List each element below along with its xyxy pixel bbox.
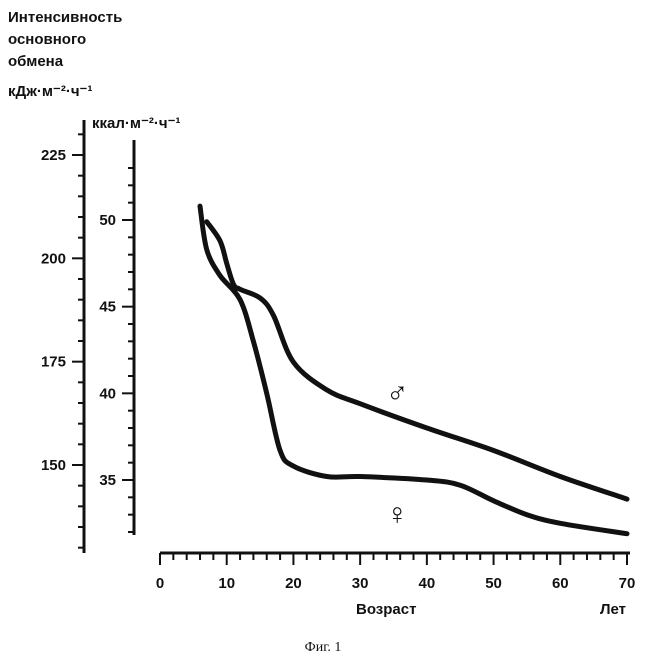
chart-title-line-1: Интенсивность [8, 9, 122, 26]
male-series-line [207, 222, 627, 499]
kcal-tick-label: 40 [99, 385, 116, 402]
y-unit-kcal: ккал·м⁻²·ч⁻¹ [92, 115, 181, 132]
x-tick-label: 20 [285, 575, 302, 592]
kj-axis-ticks: 150 175 200 225 [41, 134, 84, 547]
kcal-axis-ticks: 35 40 45 50 [99, 168, 134, 532]
kj-tick-label: 200 [41, 250, 66, 267]
x-axis-unit: Лет [600, 601, 626, 618]
y-unit-kj: кДж·м⁻²·ч⁻¹ [8, 83, 92, 100]
figure-caption: Фиг. 1 [305, 640, 342, 655]
series-layer [200, 206, 627, 534]
x-tick-label: 60 [552, 575, 569, 592]
male-symbol: ♂ [386, 376, 409, 409]
female-symbol: ♀ [386, 498, 409, 531]
kj-tick-label: 175 [41, 354, 66, 371]
kcal-tick-label: 35 [99, 472, 116, 489]
x-tick-label: 40 [419, 575, 436, 592]
chart-title-line-3: обмена [8, 53, 64, 70]
kj-tick-label: 150 [41, 457, 66, 474]
chart-title-line-2: основного [8, 31, 86, 48]
kcal-tick-label: 45 [99, 299, 116, 316]
x-tick-label: 0 [156, 575, 164, 592]
x-tick-label: 50 [485, 575, 502, 592]
kj-tick-label: 225 [41, 147, 66, 164]
kcal-tick-label: 50 [99, 212, 116, 229]
female-series-line [200, 206, 627, 534]
x-tick-label: 70 [619, 575, 636, 592]
x-tick-label: 30 [352, 575, 369, 592]
x-tick-label: 10 [218, 575, 235, 592]
x-axis-label: Возраст [356, 601, 416, 618]
x-axis-ticks: 0 10 20 30 40 50 60 70 [156, 553, 636, 592]
